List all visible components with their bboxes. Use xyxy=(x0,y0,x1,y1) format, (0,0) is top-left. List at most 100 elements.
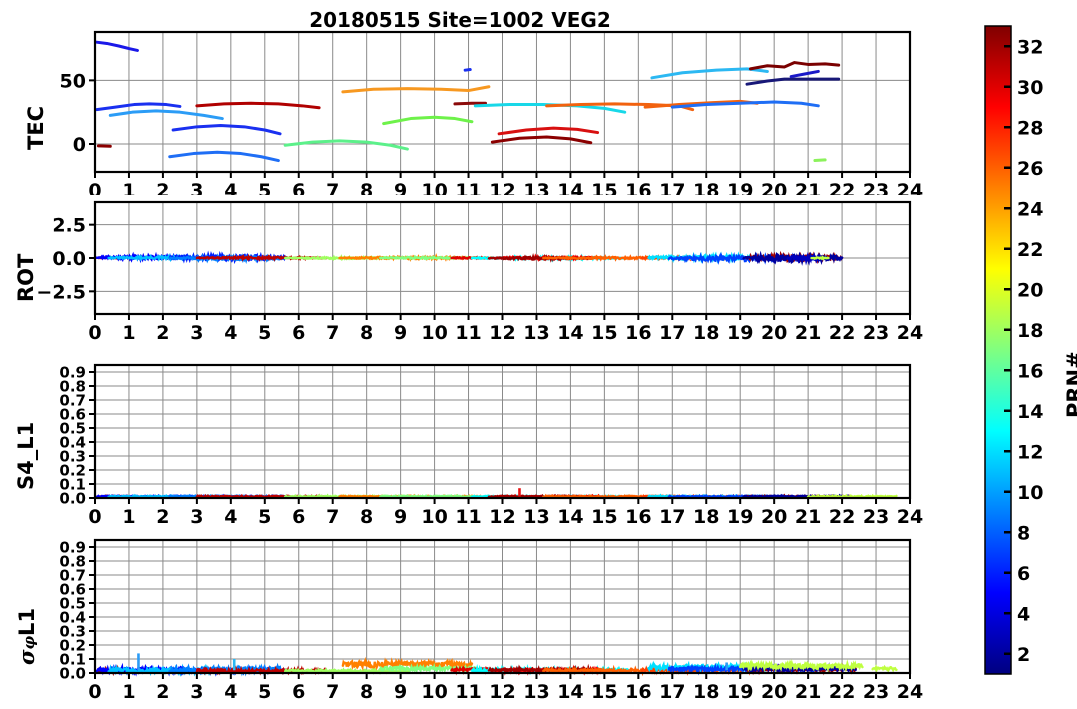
x-tick-label: 15 xyxy=(591,506,617,525)
sigmaphi-trace xyxy=(739,659,864,673)
tec-arc xyxy=(283,139,409,151)
colorbar-tick-label: 10 xyxy=(1017,482,1043,504)
colorbar-tick-label: 28 xyxy=(1017,117,1043,139)
x-tick-label: 2 xyxy=(156,180,169,195)
tec-arc xyxy=(813,158,827,163)
y-tick-label: 0.9 xyxy=(59,364,86,382)
colorbar-label: PRN# xyxy=(1063,351,1077,418)
panel-tec-plot: 0 1 2 3 4 5 6 7 8 9 10 11 12 13 14 15 16 17 18 19 20 21 22 23 24… xyxy=(60,30,923,195)
x-tick-label: 17 xyxy=(659,180,685,195)
y-tick-label: 0.3 xyxy=(59,623,86,641)
x-tick-label: 7 xyxy=(326,681,339,703)
y-tick-label: 0.9 xyxy=(59,539,86,557)
x-tick-label: 8 xyxy=(360,180,373,195)
x-tick-label: 15 xyxy=(591,681,617,703)
colorbar-tick-label: 18 xyxy=(1017,320,1043,342)
sigmaphi-trace xyxy=(341,656,474,672)
x-tick-label: 20 xyxy=(761,180,787,195)
y-tick-label: 2.5 xyxy=(52,215,86,237)
x-tick-label: 1 xyxy=(122,322,135,344)
x-tick-label: 7 xyxy=(326,506,339,525)
y-tick-label: 0.4 xyxy=(59,609,86,627)
x-tick-label: 5 xyxy=(258,506,271,525)
x-tick-label: 12 xyxy=(489,322,515,344)
x-tick-label: 21 xyxy=(795,506,821,525)
tec-arc xyxy=(168,150,280,163)
rot-trace xyxy=(810,255,830,261)
x-tick-label: 10 xyxy=(421,681,447,703)
x-tick-label: 9 xyxy=(394,322,407,344)
y-tick-label: 0.6 xyxy=(59,406,86,424)
colorbar-tick-label: 26 xyxy=(1017,158,1043,180)
tec-arc xyxy=(670,100,820,109)
x-tick-label: 21 xyxy=(795,322,821,344)
colorbar-tick-label: 14 xyxy=(1017,401,1043,423)
x-tick-label: 3 xyxy=(190,322,203,344)
x-tick-label: 19 xyxy=(727,180,753,195)
x-tick-label: 6 xyxy=(292,681,305,703)
tec-arc xyxy=(748,61,841,71)
colorbar-tick-label: 2 xyxy=(1017,644,1030,666)
x-tick-label: 4 xyxy=(224,506,237,525)
colorbar-tick-label: 16 xyxy=(1017,360,1043,382)
y-tick-label: 0.2 xyxy=(59,637,86,655)
tec-arc xyxy=(171,124,282,136)
x-tick-label: 21 xyxy=(795,180,821,195)
x-tick-label: 1 xyxy=(122,506,135,525)
x-tick-label: 9 xyxy=(394,681,407,703)
x-tick-label: 0 xyxy=(88,180,101,195)
x-tick-label: 21 xyxy=(795,681,821,703)
x-tick-label: 16 xyxy=(625,506,651,525)
x-tick-label: 2 xyxy=(156,322,169,344)
x-tick-label: 22 xyxy=(829,322,855,344)
tec-arc xyxy=(341,85,491,94)
x-tick-label: 24 xyxy=(897,506,923,525)
tec-arc xyxy=(95,102,182,112)
x-tick-label: 23 xyxy=(863,180,889,195)
x-tick-label: 3 xyxy=(190,180,203,195)
x-tick-label: 14 xyxy=(557,180,583,195)
x-tick-label: 19 xyxy=(727,681,753,703)
x-tick-label: 5 xyxy=(258,180,271,195)
y-tick-label: 0.7 xyxy=(59,567,86,585)
x-tick-label: 7 xyxy=(326,322,339,344)
x-tick-label: 8 xyxy=(360,322,373,344)
x-tick-label: 17 xyxy=(659,322,685,344)
x-tick-label: 14 xyxy=(557,681,583,703)
x-tick-label: 1 xyxy=(122,180,135,195)
x-tick-label: 16 xyxy=(625,180,651,195)
x-tick-label: 3 xyxy=(190,506,203,525)
x-tick-label: 6 xyxy=(292,180,305,195)
colorbar-tick-label: 20 xyxy=(1017,279,1043,301)
x-tick-label: 22 xyxy=(829,180,855,195)
x-tick-label: 4 xyxy=(224,180,237,195)
x-tick-label: 8 xyxy=(360,506,373,525)
x-tick-label: 23 xyxy=(863,506,889,525)
s4l1-trace xyxy=(379,493,477,500)
x-tick-label: 16 xyxy=(625,322,651,344)
x-tick-label: 14 xyxy=(557,322,583,344)
colorbar-tick-label: 6 xyxy=(1017,563,1030,585)
x-tick-label: 16 xyxy=(625,681,651,703)
x-tick-label: 12 xyxy=(489,506,515,525)
x-tick-label: 13 xyxy=(523,180,549,195)
y-tick-label: 0.2 xyxy=(59,462,86,480)
tec-series-group xyxy=(95,40,841,163)
colorbar-tick-label: 24 xyxy=(1017,198,1043,220)
x-tick-label: 7 xyxy=(326,180,339,195)
x-tick-label: 3 xyxy=(190,681,203,703)
x-tick-label: 20 xyxy=(761,322,787,344)
x-tick-label: 20 xyxy=(761,681,787,703)
tec-arc xyxy=(195,101,321,110)
tec-arc xyxy=(789,69,820,79)
x-tick-label: 22 xyxy=(829,681,855,703)
panel-tec: TEC 0 1 2 3 4 5 6 7 8 9 10 11 12 13 14 15 16 17 18 19 20 21 22… xyxy=(0,20,950,195)
x-tick-label: 20 xyxy=(761,506,787,525)
y-tick-label: 0 xyxy=(73,134,86,156)
tec-arc xyxy=(95,40,139,52)
x-tick-label: 18 xyxy=(693,180,719,195)
rot-series-group xyxy=(95,250,844,266)
sigmaphi-trace xyxy=(450,665,491,676)
colorbar-tick-label: 22 xyxy=(1017,239,1043,261)
